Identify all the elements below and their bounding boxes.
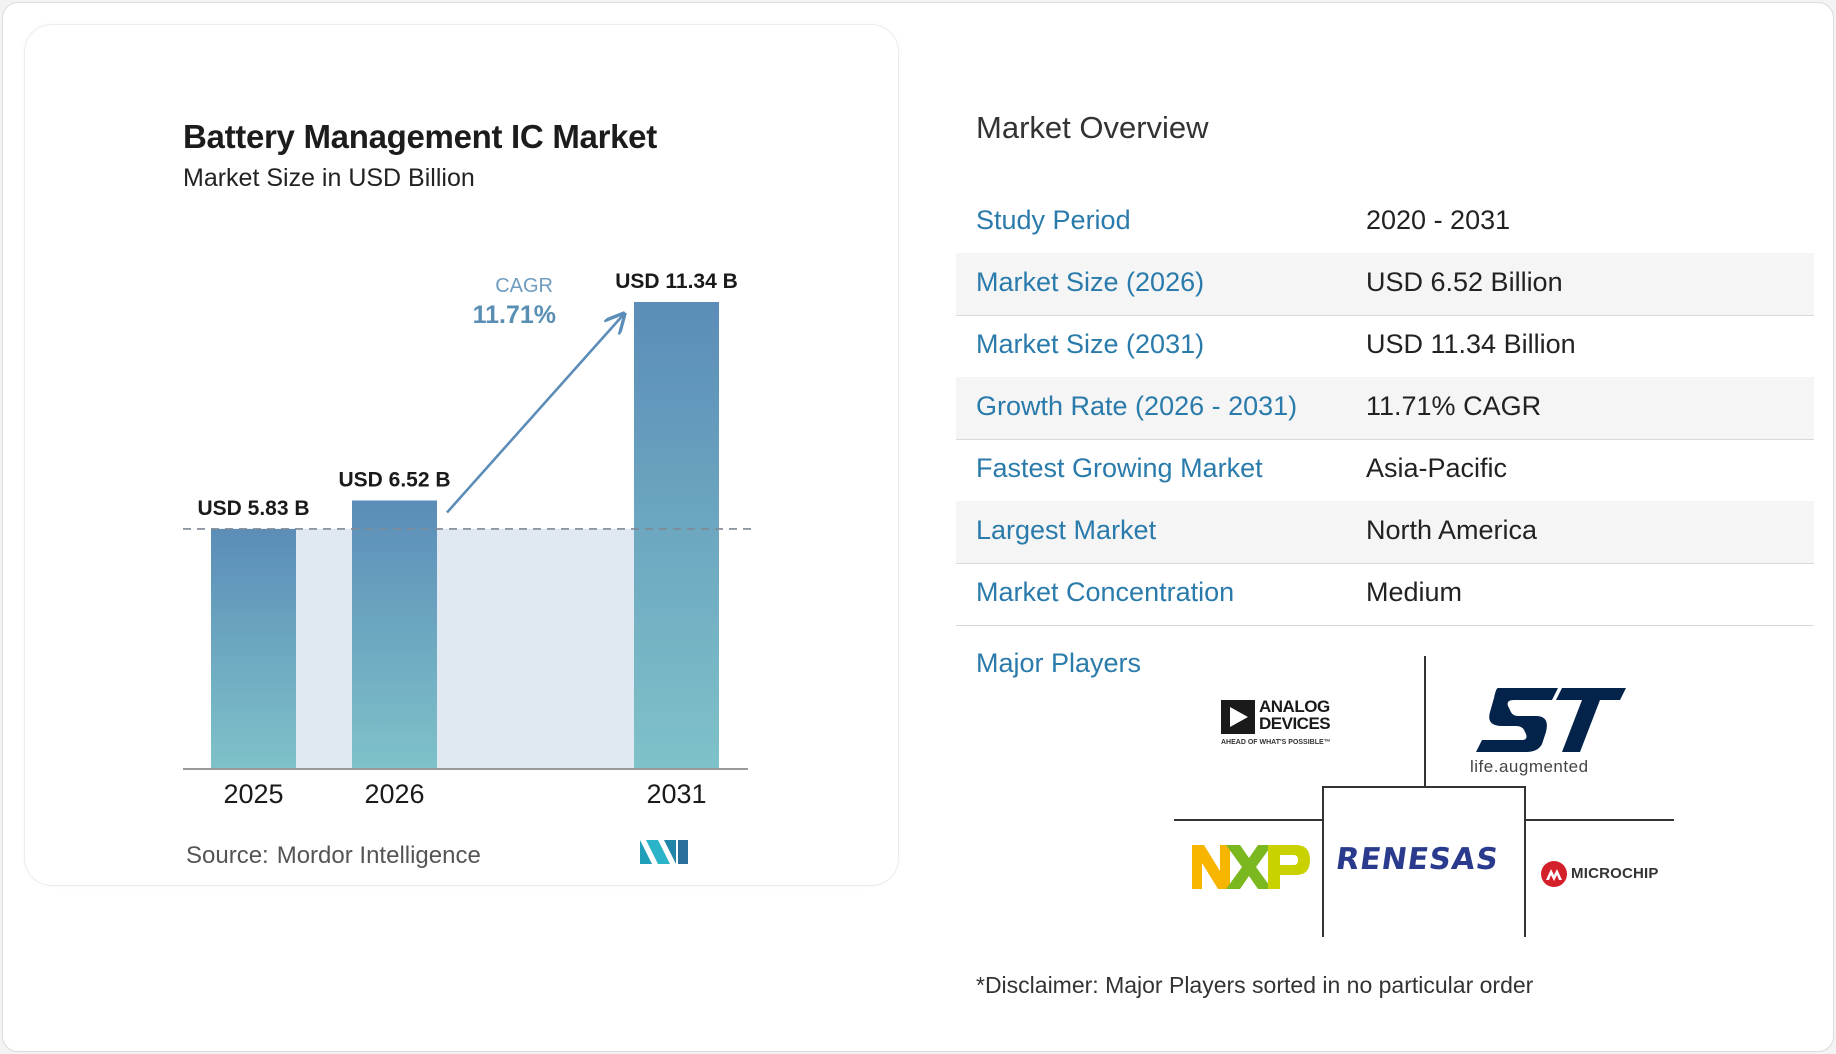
disclaimer: *Disclaimer: Major Players sorted in no … bbox=[976, 972, 1534, 998]
overview-key: Market Size (2031) bbox=[976, 329, 1205, 359]
microchip-logo: MICROCHIP bbox=[1540, 860, 1680, 890]
overview-key: Growth Rate (2026 - 2031) bbox=[976, 391, 1298, 421]
overview-value: Asia-Pacific bbox=[1366, 453, 1508, 483]
overview-row: Study Period 2020 - 2031 bbox=[956, 191, 1814, 254]
cagr-arrow bbox=[446, 314, 624, 514]
st-tagline: life.augmented bbox=[1470, 757, 1589, 776]
overview-value: 11.71% CAGR bbox=[1366, 391, 1542, 421]
overview-row: Largest Market North America bbox=[956, 501, 1814, 564]
tick-label-2026: 2026 bbox=[364, 779, 424, 809]
overview-key: Fastest Growing Market bbox=[976, 453, 1263, 483]
bar-2025 bbox=[211, 528, 296, 769]
overview-value: 2020 - 2031 bbox=[1366, 205, 1511, 235]
overview-key: Largest Market bbox=[976, 515, 1157, 545]
grid-divider bbox=[1424, 656, 1426, 786]
overview-row: Market Size (2031) USD 11.34 Billion bbox=[956, 315, 1814, 378]
nxp-logo-icon bbox=[1192, 845, 1310, 889]
overview-value: USD 11.34 Billion bbox=[1366, 329, 1576, 359]
tick-label-2031: 2031 bbox=[646, 779, 706, 809]
cagr-value: 11.71% bbox=[473, 301, 556, 329]
grid-divider bbox=[1174, 819, 1324, 821]
overview-key: Study Period bbox=[976, 205, 1131, 235]
microchip-wordmark: MICROCHIP bbox=[1571, 865, 1659, 882]
cagr-label: CAGR bbox=[495, 275, 553, 297]
overview-value: North America bbox=[1366, 515, 1538, 545]
bar-chart: 2025 2026 2031 USD 5.83 B USD 6.52 B USD 11.3… bbox=[183, 270, 752, 809]
bar-2026 bbox=[352, 500, 437, 769]
analog-devices-logo: ANALOG DEVICES AHEAD OF WHAT'S POSSIBLE™ bbox=[1221, 698, 1351, 754]
data-label-2025: USD 5.83 B bbox=[197, 497, 309, 520]
grid-divider bbox=[1322, 786, 1525, 788]
overview-title: Market Overview bbox=[976, 110, 1209, 145]
overview-value: USD 6.52 Billion bbox=[1366, 267, 1563, 297]
renesas-logo: RENESAS bbox=[1333, 842, 1502, 877]
grid-divider bbox=[1524, 786, 1526, 937]
chart-title: Battery Management IC Market bbox=[183, 118, 657, 155]
overview-key: Market Size (2026) bbox=[976, 267, 1205, 297]
major-players-label: Major Players bbox=[976, 648, 1142, 678]
chart-subtitle: Market Size in USD Billion bbox=[183, 164, 475, 192]
overview-row: Market Size (2026) USD 6.52 Billion bbox=[956, 253, 1814, 316]
grid-divider bbox=[1322, 786, 1324, 937]
mordor-logo-icon bbox=[640, 840, 688, 864]
data-label-2026: USD 6.52 B bbox=[338, 468, 450, 491]
overview-row: Growth Rate (2026 - 2031) 11.71% CAGR bbox=[956, 377, 1814, 440]
tick-label-2025: 2025 bbox=[223, 779, 283, 809]
st-logo: life.augmented bbox=[1466, 686, 1626, 778]
analog-devices-mark-icon bbox=[1221, 700, 1255, 734]
source-label: Source: bbox=[186, 842, 269, 869]
bar-2031 bbox=[634, 302, 719, 769]
analog-devices-tagline: AHEAD OF WHAT'S POSSIBLE™ bbox=[1221, 739, 1331, 746]
overview-key: Market Concentration bbox=[976, 577, 1235, 607]
overview-row: Fastest Growing Market Asia-Pacific bbox=[956, 439, 1814, 502]
source-note: Source: Mordor Intelligence bbox=[186, 842, 489, 870]
analog-devices-line1: ANALOG bbox=[1259, 697, 1330, 716]
st-mark-icon bbox=[1476, 688, 1626, 752]
data-label-2031: USD 11.34 B bbox=[615, 270, 738, 293]
overview-row: Market Concentration Medium bbox=[956, 563, 1814, 626]
source-name: Mordor Intelligence bbox=[276, 842, 481, 869]
analog-devices-line2: DEVICES bbox=[1259, 714, 1331, 733]
overview-value: Medium bbox=[1366, 577, 1463, 607]
microchip-mark-icon bbox=[1541, 861, 1567, 887]
grid-divider bbox=[1524, 819, 1674, 821]
